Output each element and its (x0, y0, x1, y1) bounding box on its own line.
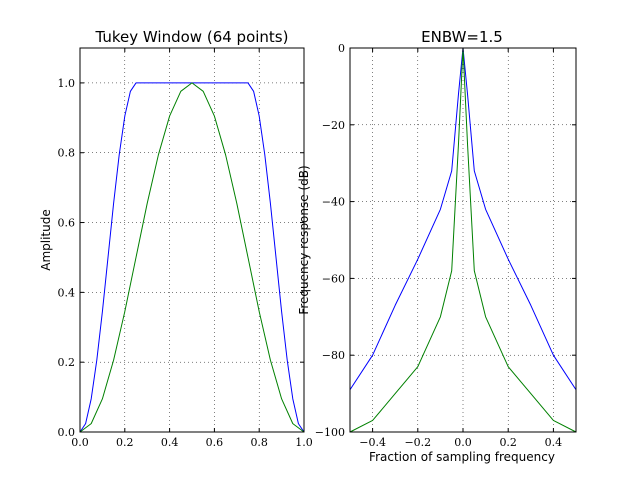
window-plot-xtick-label: 0.2 (116, 436, 134, 449)
window-plot-xtick-label: 0.0 (71, 436, 89, 449)
window-plot-ylabel: Amplitude (39, 209, 53, 271)
window-plot-series-0-line (79, 82, 305, 433)
window-plot-xtick-label: 0.4 (161, 436, 179, 449)
window-plot-ytick-label: 0.6 (58, 217, 76, 230)
window-plot-ytick-label: 1.0 (58, 77, 76, 90)
response-plot-ytick-label: −100 (315, 426, 345, 439)
response-plot-ytick-label: −60 (322, 272, 345, 285)
response-plot-xtick-label: −0.4 (359, 436, 386, 449)
window-plot-xtick-label: 1.0 (295, 436, 313, 449)
response-plot-ytick-label: −80 (322, 349, 345, 362)
window-plot-xtick-label: 0.8 (250, 436, 268, 449)
window-plot-frame (79, 47, 305, 433)
response-plot-ytick-label: −40 (322, 196, 345, 209)
window-plot-ytick-label: 0.4 (58, 286, 76, 299)
response-plot-series-0-line (349, 47, 577, 391)
window-plot-xtick-label: 0.6 (206, 436, 224, 449)
window-plot-title: Tukey Window (64 points) (95, 28, 289, 46)
response-plot-ylabel: Frequency response (dB) (297, 165, 311, 314)
window-plot-series-1-line (79, 82, 305, 433)
response-plot-xtick-label: 0.2 (499, 436, 517, 449)
response-plot: ENBW=1.5 −0.4 −0.2 0.0 0.2 0.4 0 −20 −40 −60 −80 −… (297, 28, 577, 464)
response-plot-ytick-label: −20 (322, 119, 345, 132)
response-plot-title: ENBW=1.5 (421, 28, 503, 46)
window-plot-ytick-label: 0.0 (58, 426, 76, 439)
response-plot-xtick-label: −0.2 (404, 436, 431, 449)
window-plot: Tukey Window (64 points) 0.0 0.2 0.4 0.6 0.8… (39, 28, 313, 449)
response-plot-xtick-label: 0.4 (545, 436, 563, 449)
response-plot-xtick-label: 0.0 (454, 436, 472, 449)
response-plot-ytick-label: 0 (338, 42, 345, 55)
window-plot-ytick-label: 0.8 (58, 147, 76, 160)
window-plot-ytick-label: 0.2 (58, 356, 76, 369)
response-plot-xlabel: Fraction of sampling frequency (369, 450, 555, 464)
